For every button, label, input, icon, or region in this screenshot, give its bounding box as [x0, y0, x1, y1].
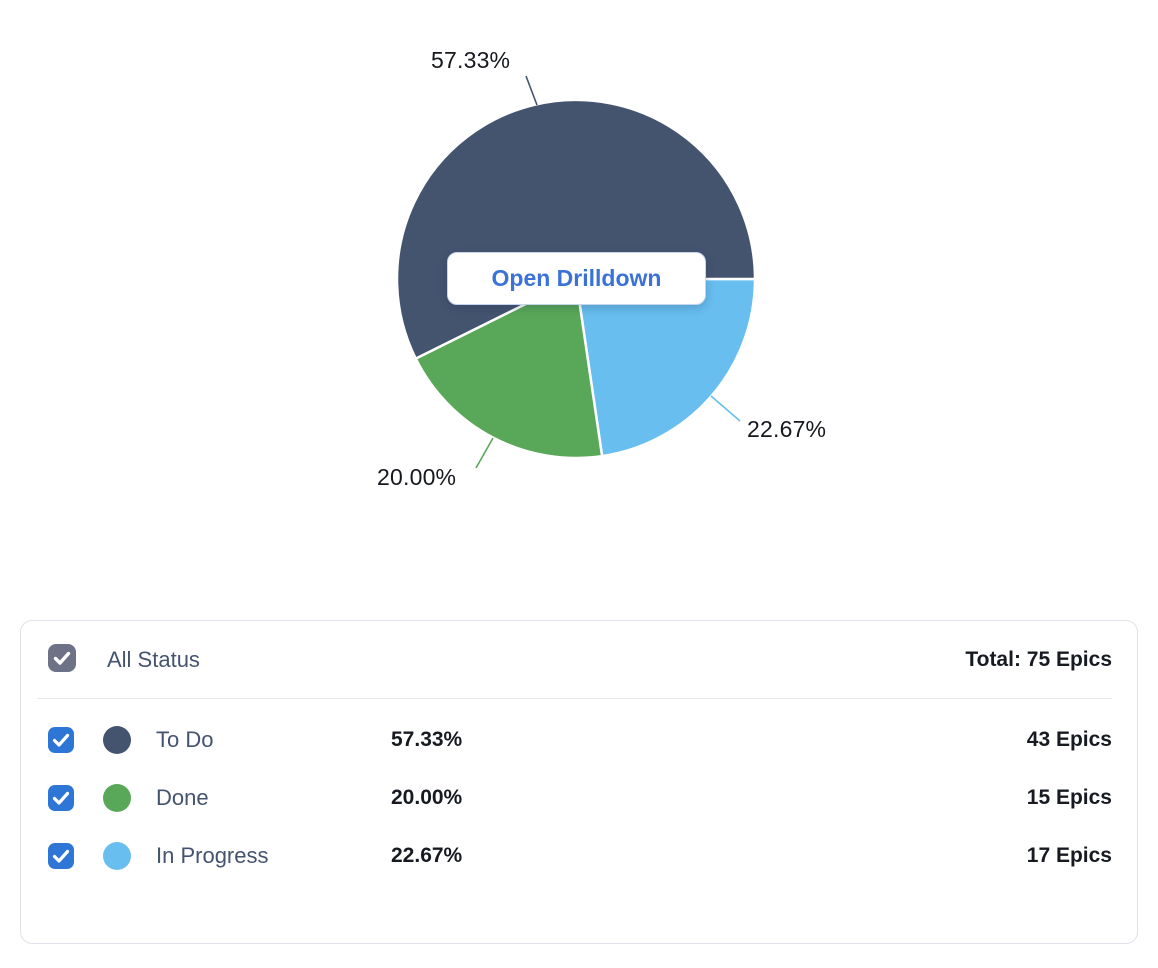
pie-label-to-do: 57.33% — [431, 47, 511, 73]
legend-card: All Status Total: 75 Epics To Do 57.33% … — [20, 620, 1138, 944]
label-line-in-progress — [710, 395, 741, 422]
done-percent: 20.00% — [391, 786, 463, 809]
in-progress-count: 17 Epics — [1026, 844, 1112, 867]
checkmark-icon — [52, 849, 70, 863]
label-line-to-do — [525, 75, 538, 106]
to-do-color-dot — [103, 726, 131, 754]
checkmark-icon — [53, 651, 71, 665]
in-progress-checkbox[interactable] — [48, 843, 74, 869]
legend-rows: To Do 57.33% 43 Epics Done 20.00% 15 Epi… — [21, 699, 1137, 885]
to-do-label: To Do — [156, 727, 214, 752]
done-count: 15 Epics — [1026, 786, 1112, 809]
checkmark-icon — [52, 733, 70, 747]
all-status-checkbox[interactable] — [48, 644, 76, 672]
to-do-percent: 57.33% — [391, 728, 463, 751]
label-line-done — [475, 437, 494, 469]
pie-label-done: 20.00% — [377, 464, 457, 490]
open-drilldown-button[interactable]: Open Drilldown — [447, 252, 706, 305]
pie-label-in-progress: 22.67% — [747, 416, 827, 442]
pie-chart-area: 57.33% 20.00% 22.67% Open Drilldown — [377, 47, 827, 490]
done-checkbox[interactable] — [48, 785, 74, 811]
legend-divider — [37, 698, 1112, 699]
done-label: Done — [156, 785, 209, 810]
pie-slice-in-progress[interactable] — [574, 277, 757, 458]
legend-row-to-do: To Do 57.33% 43 Epics — [21, 711, 1137, 769]
to-do-checkbox[interactable] — [48, 727, 74, 753]
checkmark-icon — [52, 791, 70, 805]
in-progress-percent: 22.67% — [391, 844, 463, 867]
in-progress-color-dot — [103, 842, 131, 870]
pie-slice-done[interactable] — [414, 277, 604, 460]
legend-row-done: Done 20.00% 15 Epics — [21, 769, 1137, 827]
total-epics-label: Total: 75 Epics — [965, 647, 1112, 671]
legend-row-in-progress: In Progress 22.67% 17 Epics — [21, 827, 1137, 885]
in-progress-label: In Progress — [156, 843, 269, 868]
to-do-count: 43 Epics — [1026, 728, 1112, 751]
all-status-label: All Status — [107, 646, 200, 672]
legend-header-row: All Status Total: 75 Epics — [21, 621, 1137, 698]
done-color-dot — [103, 784, 131, 812]
